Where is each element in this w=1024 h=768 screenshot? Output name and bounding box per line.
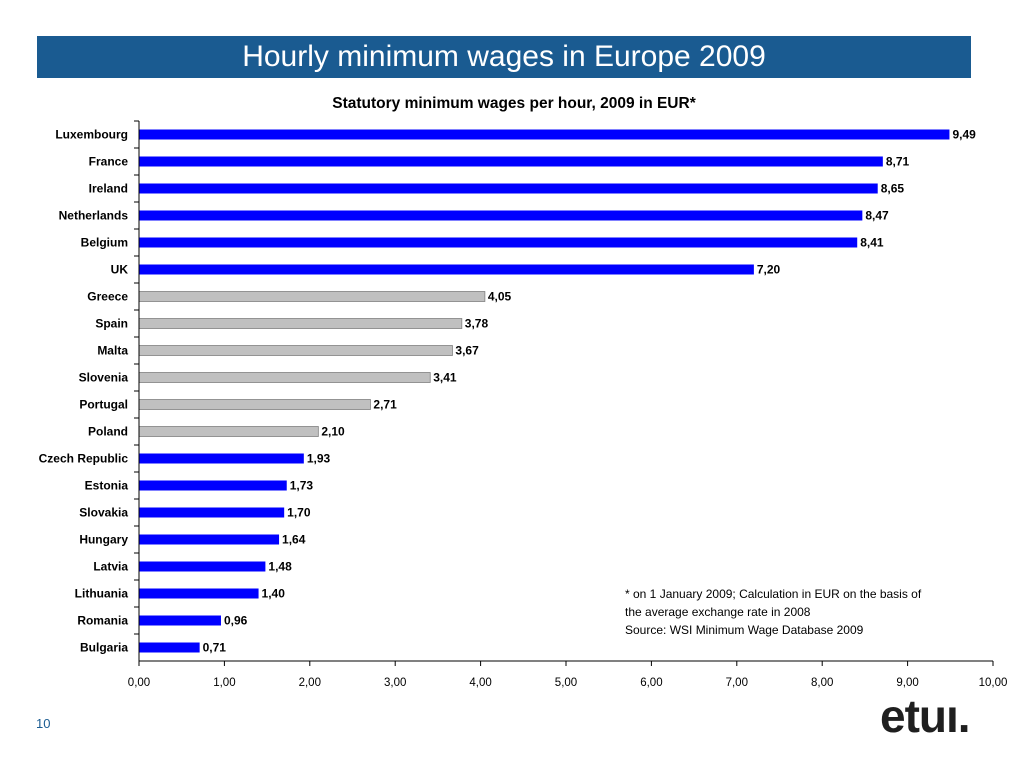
value-label: 3,41 [433,371,457,385]
value-label: 1,48 [268,560,292,574]
x-tick-label: 7,00 [726,677,748,689]
category-label: Slovenia [79,371,129,385]
value-label: 1,93 [307,452,331,466]
category-label: Romania [77,614,128,628]
x-tick-label: 10,00 [979,677,1008,689]
bar [139,615,221,626]
category-label: Portugal [79,398,128,412]
value-label: 1,40 [262,587,286,601]
category-label: Greece [87,290,128,304]
bar [138,372,431,383]
title-banner: Hourly minimum wages in Europe 2009 [37,36,971,78]
category-label: UK [111,263,129,277]
bar [139,507,285,518]
bar [139,561,266,572]
category-label: Belgium [81,236,128,250]
value-label: 2,71 [373,398,397,412]
value-label: 7,20 [757,263,781,277]
value-label: 8,41 [860,236,884,250]
x-axis: 0,00 1,00 2,00 3,00 4,00 5,00 6,00 7,00 8,00 9,00… [128,120,1008,689]
category-label: Spain [95,317,128,331]
value-label: 2,10 [321,425,345,439]
bar [139,264,754,275]
category-label: Ireland [89,182,128,196]
chart-title: Statutory minimum wages per hour, 2009 i… [332,95,696,112]
x-tick-label: 3,00 [384,677,406,689]
footnote-line: * on 1 January 2009; Calculation in EUR … [625,587,922,601]
category-label: Poland [88,425,128,439]
category-label: Estonia [85,479,129,493]
category-label: Slovakia [79,506,128,520]
bar [139,156,883,167]
value-label: 3,67 [455,344,479,358]
bar [138,318,463,329]
value-label: 1,70 [287,506,311,520]
value-label: 3,78 [465,317,489,331]
bars-group: Luxembourg 9,49 France 8,71 Ireland 8,65 Nethe… [39,128,976,655]
x-tick-label: 4,00 [469,677,491,689]
category-label: Netherlands [59,209,129,223]
bar [139,480,287,491]
bar [139,237,858,248]
etui-logo: etuı. [880,690,971,742]
category-label: Hungary [79,533,128,547]
category-label: Latvia [93,560,128,574]
bar [139,183,878,194]
footnote-source: Source: WSI Minimum Wage Database 2009 [625,623,864,637]
category-label: France [89,155,129,169]
category-label: Lithuania [75,587,129,601]
x-tick-label: 0,00 [128,677,150,689]
value-label: 8,71 [886,155,910,169]
x-tick-label: 5,00 [555,677,577,689]
bar [139,588,259,599]
footnote: * on 1 January 2009; Calculation in EUR … [625,585,985,639]
category-label: Luxembourg [55,128,128,142]
x-tick-label: 6,00 [640,677,662,689]
bar [139,453,304,464]
bar [139,534,280,545]
bar [139,129,950,140]
value-label: 0,71 [203,641,227,655]
bar [139,210,863,221]
value-label: 9,49 [952,128,976,142]
value-label: 8,65 [881,182,905,196]
value-label: 0,96 [224,614,248,628]
category-label: Czech Republic [39,452,129,466]
value-label: 8,47 [865,209,889,223]
x-tick-label: 8,00 [811,677,833,689]
page-number: 10 [36,716,51,731]
category-label: Malta [97,344,128,358]
bar [138,399,371,410]
x-tick-label: 9,00 [896,677,918,689]
x-tick-label: 1,00 [213,677,235,689]
slide-title: Hourly minimum wages in Europe 2009 [242,40,766,73]
footnote-line: the average exchange rate in 2008 [625,605,811,619]
bar [139,642,200,653]
bar [138,291,486,302]
x-tick-label: 2,00 [299,677,321,689]
value-label: 4,05 [488,290,512,304]
value-label: 1,73 [290,479,314,493]
category-label: Bulgaria [80,641,128,655]
value-label: 1,64 [282,533,306,547]
bar [138,426,319,437]
bar [138,345,453,356]
